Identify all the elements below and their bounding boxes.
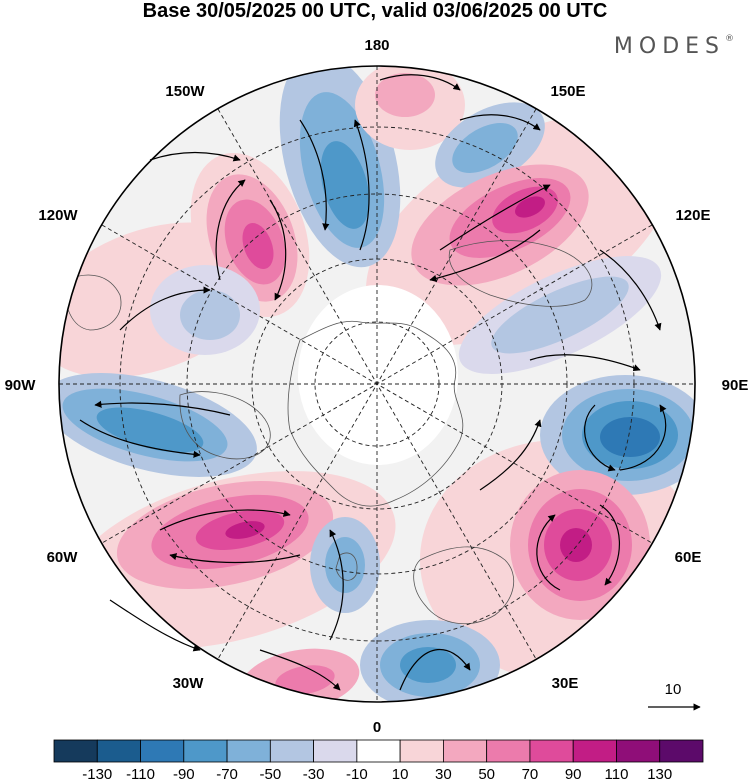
lon-label-90e: 90E (722, 377, 749, 394)
colorbar-swatch (269, 739, 315, 763)
trough-15e-c (400, 647, 456, 683)
wind-vector (619, 404, 667, 471)
wind-vector (584, 404, 616, 472)
wind-vector (379, 74, 461, 91)
colorbar-tick-label: 30 (435, 766, 452, 783)
brand-text: MODES (613, 34, 725, 59)
wind-vector (399, 648, 471, 691)
brand-registered-mark: ® (725, 34, 734, 44)
anomaly-field (59, 66, 695, 702)
trough-150w-c (320, 141, 370, 229)
lon-label-120e: 120E (675, 207, 710, 224)
lon-label-0: 0 (373, 719, 381, 736)
colorbar-swatch (616, 739, 661, 763)
colorbar-tick-label: -50 (259, 766, 281, 783)
wind-vector (529, 354, 641, 372)
wind-vectors (79, 74, 667, 691)
colorbar-swatch (53, 739, 98, 763)
lon-label-90w: 90W (5, 377, 37, 394)
colorbar-swatch (140, 739, 185, 763)
lon-label-60e: 60E (675, 549, 702, 566)
colorbar-swatch (96, 739, 141, 763)
colorbar-swatch (486, 739, 531, 763)
colorbar-tick-label: -30 (303, 766, 325, 783)
wind-vector (353, 119, 370, 251)
lon-label-150w: 150W (165, 83, 205, 100)
lon-label-30w: 30W (173, 675, 205, 692)
meridian-60w-120e (101, 224, 653, 544)
trough-10w-b (325, 537, 365, 593)
trough-80e-d (600, 417, 660, 457)
wind-vector (536, 514, 561, 591)
colorbar-tick-label: 110 (605, 766, 629, 783)
ridge-55e-d (560, 528, 592, 562)
wind-vector (599, 249, 662, 331)
wind-vector (94, 400, 231, 416)
colorbar-swatch (226, 739, 271, 763)
map-title: Base 30/05/2025 00 UTC, valid 03/06/2025… (142, 0, 608, 22)
wind-vector (259, 649, 341, 691)
wind-vector (429, 229, 541, 282)
ridge-40w-b (275, 665, 335, 695)
colorbar-tick-label: 70 (522, 766, 539, 783)
polar-cap (298, 285, 458, 465)
colorbar-tick-label: 90 (565, 766, 582, 783)
colorbar-tick-label: -10 (346, 766, 368, 783)
lon-label-180: 180 (364, 37, 389, 54)
reference-vector: 10 (648, 681, 701, 711)
lon-label-150e: 150E (550, 83, 585, 100)
colorbar-swatch (659, 739, 704, 763)
colorbar-tick-label: -130 (82, 766, 112, 783)
colorbar-tick-label: 10 (392, 766, 409, 783)
colorbar-tick-label: -70 (216, 766, 238, 783)
lon-label-120w: 120W (38, 207, 78, 224)
colorbar-swatch (313, 739, 358, 763)
ridge-130e-d (515, 196, 545, 218)
wind-vector (169, 553, 301, 564)
wind-vector (149, 151, 241, 162)
colorbar-swatch (399, 739, 444, 763)
wind-vector (79, 419, 201, 458)
colorbar-swatch (442, 739, 488, 763)
colorbar-swatch (529, 739, 574, 763)
colorbar-tick-label: 130 (647, 766, 672, 783)
colorbar-tick-label: -90 (173, 766, 195, 783)
reference-vector-label: 10 (665, 681, 682, 698)
wind-vector (269, 199, 287, 301)
wind-vector (439, 184, 551, 251)
trough-100e-b (491, 276, 629, 354)
lon-label-60w: 60W (47, 549, 79, 566)
colorbar-tick-label: -110 (126, 766, 155, 783)
ridge-50w-d (225, 521, 265, 539)
colorbar-swatch (183, 739, 228, 763)
wind-vector (299, 119, 330, 231)
colorbar-swatch (572, 739, 617, 763)
wind-vector (119, 286, 211, 331)
wind-vector (479, 419, 542, 491)
wind-vector (109, 599, 201, 652)
coastlines (64, 240, 593, 625)
brand-logo: MODES® (614, 34, 734, 59)
wind-vector (329, 529, 344, 641)
ridge-130w-d (242, 222, 274, 270)
wind-vector (215, 179, 246, 281)
trough-160e-b (452, 123, 518, 173)
wind-vector (159, 509, 291, 531)
colorbar: -130 -110 -90 -70 -50 -30 -10 10 30 50 70 90 110 130 (53, 739, 704, 783)
map-border (58, 65, 696, 703)
wind-vector (599, 504, 621, 586)
trough-80w-c (96, 407, 204, 453)
ridge-180-b (375, 73, 435, 117)
wind-vector (459, 114, 541, 131)
lon-label-30e: 30E (552, 675, 579, 692)
colorbar-tick-label: 50 (478, 766, 495, 783)
colorbar-swatch (356, 739, 401, 763)
trough-100w-b (180, 290, 240, 340)
